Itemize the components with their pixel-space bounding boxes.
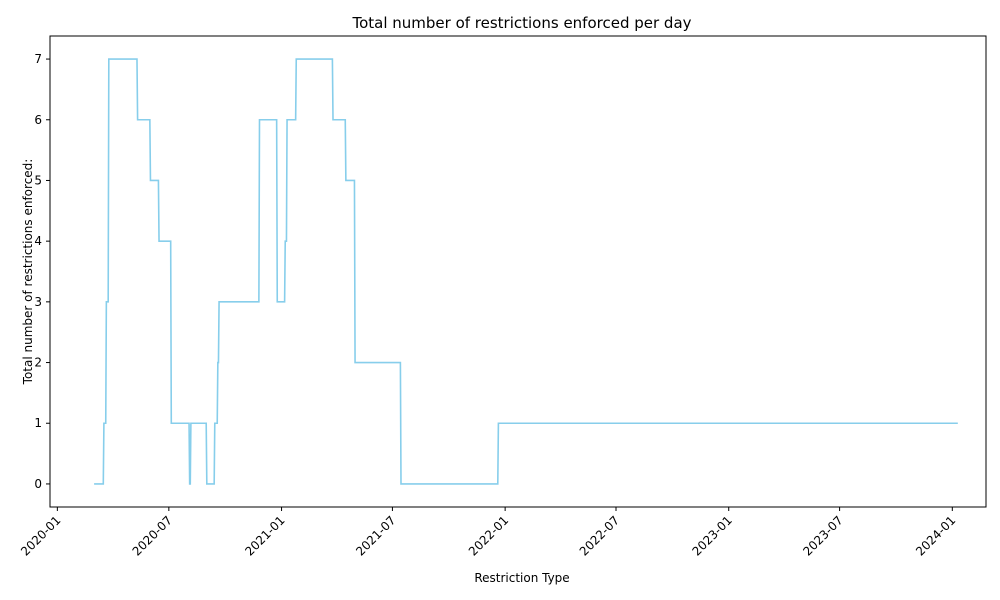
y-tick-label: 2 [34,356,42,370]
x-tick-label: 2023-07 [800,513,845,558]
x-tick-label: 2020-07 [130,513,175,558]
x-tick-label: 2022-07 [577,513,622,558]
y-tick-label: 7 [34,52,42,66]
x-tick-label: 2023-01 [689,513,734,558]
y-tick-label: 1 [34,416,42,430]
x-axis: 2020-01 2020-07 2021-01 2021-07 2022-01 2022-… [18,507,958,559]
x-axis-title: Restriction Type [474,571,569,585]
y-tick-label: 4 [34,234,42,248]
y-tick-label: 3 [34,295,42,309]
y-tick-label: 0 [34,477,42,491]
chart-title: Total number of restrictions enforced pe… [351,14,691,32]
y-tick-label: 5 [34,173,42,187]
y-axis: 0 1 2 3 4 5 6 7 [34,52,50,491]
x-tick-label: 2020-01 [18,513,63,558]
y-tick-label: 6 [34,113,42,127]
x-tick-label: 2021-01 [242,513,287,558]
plot-frame [49,35,987,508]
x-tick-label: 2022-01 [466,513,511,558]
series-line [94,58,958,485]
y-axis-title: Total number of restrictions enforced: [21,159,35,386]
plot-area [94,58,958,485]
x-tick-label: 2021-07 [353,513,398,558]
x-tick-label: 2024-01 [913,513,958,558]
